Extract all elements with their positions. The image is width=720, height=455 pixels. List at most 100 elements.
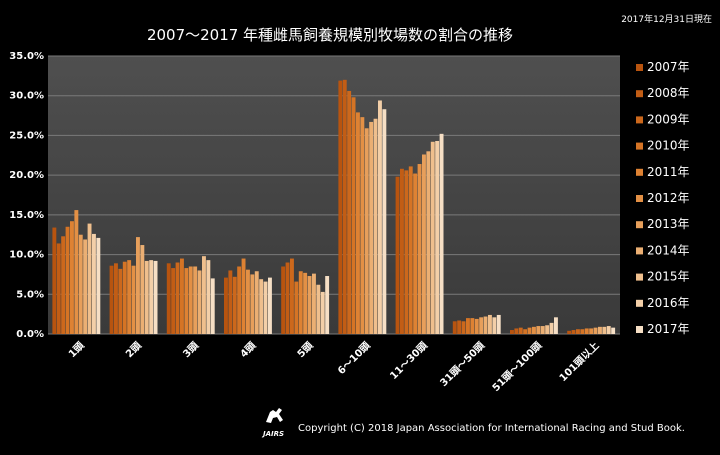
bar (413, 173, 418, 334)
bar (131, 265, 136, 334)
bar (606, 326, 611, 334)
x-category-label: 5頭 (295, 339, 316, 360)
bar (426, 151, 431, 334)
legend-swatch (636, 299, 643, 307)
y-tick-label: 20.0% (9, 170, 44, 181)
bar (408, 166, 413, 334)
bar (435, 140, 440, 334)
bar (580, 329, 585, 334)
bar (175, 262, 180, 334)
bar (127, 260, 132, 334)
bar (356, 112, 360, 334)
bar (470, 318, 475, 334)
bar (307, 276, 312, 334)
bar (109, 265, 114, 334)
bar (224, 277, 228, 334)
legend-label: 2012年 (647, 191, 690, 205)
bar (246, 269, 250, 334)
bar (188, 266, 193, 334)
bar (536, 326, 541, 334)
bar (259, 279, 264, 334)
y-tick-label: 35.0% (9, 51, 44, 62)
bar (87, 223, 92, 334)
bar (65, 226, 70, 334)
legend-label: 2011年 (647, 165, 690, 179)
bar (373, 118, 378, 334)
bar (382, 109, 387, 334)
bar (298, 271, 303, 334)
bar (144, 260, 149, 334)
bar (114, 263, 118, 334)
bar (70, 221, 74, 334)
bar (430, 141, 435, 334)
bar (422, 154, 426, 334)
copyright: Copyright (C) 2018 Japan Association for… (298, 423, 685, 434)
logo-text: JAIRS (261, 430, 284, 438)
bar (496, 314, 501, 334)
y-tick-label: 0.0% (16, 329, 44, 340)
bar (206, 260, 211, 334)
bar (523, 329, 528, 334)
y-tick-label: 5.0% (16, 289, 44, 300)
y-tick-label: 30.0% (9, 91, 44, 102)
bar (404, 170, 409, 334)
bar (576, 329, 580, 334)
legend-label: 2009年 (647, 112, 690, 126)
x-axis-categories: 1頭 2頭 3頭 4頭 5頭 6～10頭 11～30頭 31頭～50頭 51頭～100頭 101頭… (66, 339, 601, 394)
bar (197, 270, 202, 334)
bar (92, 233, 96, 334)
bar (598, 326, 602, 334)
legend-label: 2015年 (647, 270, 690, 284)
bar (263, 281, 268, 334)
chart-title: 2007～2017 年種雌馬飼養規模別牧場数の割合の推移 (147, 26, 513, 44)
bar (461, 321, 466, 334)
bar (316, 284, 321, 334)
bar (56, 243, 61, 334)
x-category-label: 3頭 (181, 339, 202, 360)
x-category-label: 2頭 (123, 339, 144, 360)
bar (241, 258, 246, 334)
bar (232, 276, 237, 334)
bar (342, 79, 347, 334)
bar (74, 210, 79, 334)
bar (474, 318, 479, 334)
bar (589, 328, 594, 334)
bar (96, 237, 101, 334)
bars (52, 79, 616, 335)
bar (325, 276, 330, 334)
x-category-label: 31頭～50頭 (438, 339, 488, 389)
bar (545, 325, 550, 334)
bar (202, 256, 206, 334)
bar (571, 330, 576, 334)
bar (378, 100, 382, 334)
bar (567, 330, 572, 334)
legend-label: 2016年 (647, 296, 690, 310)
bar (400, 168, 404, 334)
bar (518, 327, 523, 334)
bar (549, 322, 554, 334)
x-category-label: 11～30頭 (388, 339, 431, 382)
legend-swatch (636, 142, 643, 150)
bar (492, 317, 497, 334)
bar (210, 278, 215, 334)
bar (153, 260, 158, 334)
legend-swatch (636, 273, 643, 281)
bar (118, 268, 123, 334)
bar (338, 80, 343, 335)
jairs-logo: JAIRS (261, 408, 284, 438)
bar (364, 128, 369, 334)
bar (360, 117, 365, 334)
legend-label: 2013年 (647, 217, 690, 231)
bar (285, 262, 290, 334)
legend-label: 2008年 (647, 86, 690, 100)
x-category-label: 51頭～100頭 (490, 339, 545, 394)
bar (294, 281, 299, 334)
bar (347, 90, 352, 334)
bar (83, 239, 88, 334)
legend-label: 2010年 (647, 139, 690, 153)
bar (140, 245, 145, 334)
bar (584, 328, 589, 334)
bar (250, 274, 255, 334)
bar (228, 270, 233, 334)
bar (510, 330, 514, 334)
